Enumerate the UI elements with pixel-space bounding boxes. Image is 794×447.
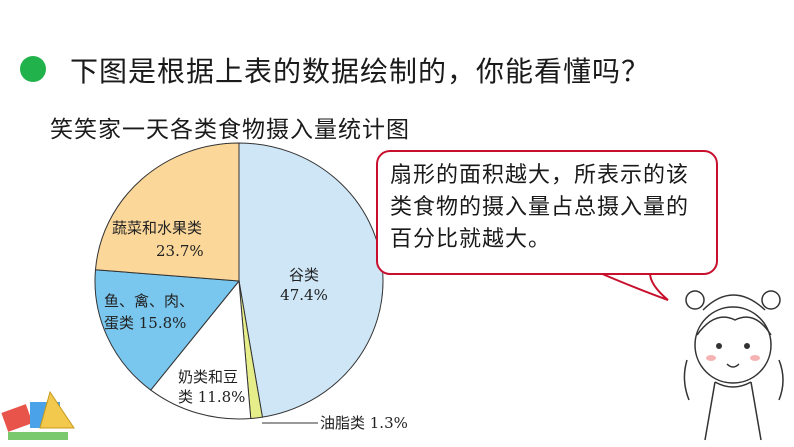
label-meat-line2: 蛋类 15.8% (104, 314, 186, 332)
green-dot-icon (20, 56, 46, 82)
girl-cartoon-icon (683, 290, 784, 441)
page-heading: 下图是根据上表的数据绘制的，你能看懂吗？ (70, 55, 651, 88)
label-veg-line2: 23.7% (156, 242, 204, 260)
label-meat-line1: 鱼、禽、肉、 (104, 292, 194, 310)
chart-title: 笑笑家一天各类食物摄入量统计图 (50, 117, 410, 143)
slice-dairy (150, 279, 252, 420)
label-dairy-line2: 类 11.8% (178, 388, 245, 406)
label-dairy-line1: 奶类和豆 (178, 368, 238, 386)
label-oil: 油脂类 1.3% (320, 414, 408, 432)
label-veg-line1: 蔬菜和水果类 (112, 219, 202, 237)
bubble-text: 扇形的面积越大，所表示的该类食物的摄入量占总摄入量的百分比就越大。 (390, 163, 690, 252)
stationery-icon (1, 390, 75, 440)
label-grain-name: 谷类 (289, 266, 319, 284)
slice-meat (94, 269, 240, 391)
label-grain-pct: 47.4% (280, 286, 328, 304)
slice-vegetable (94, 142, 240, 282)
speech-bubble: 扇形的面积越大，所表示的该类食物的摄入量占总摄入量的百分比就越大。 (376, 150, 718, 275)
